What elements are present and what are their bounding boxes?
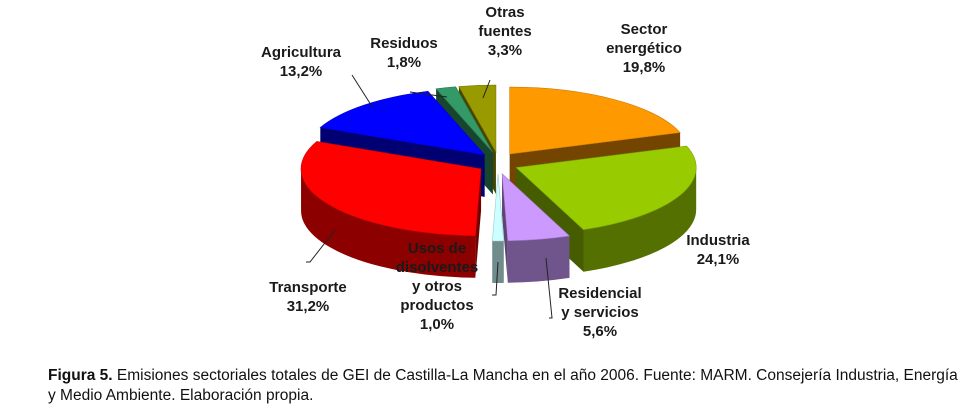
slice-name-label: fuentes [478,23,531,40]
slice-percent-label: 13,2% [280,63,323,80]
slice-top [515,145,697,231]
slice-name-label: y otros [412,278,462,295]
slice-name-label: Agricultura [261,44,342,61]
slice-top [509,86,681,155]
slice-labels: Sector energético 19,8% Industria 24,1% Resid… [261,4,750,340]
slice-percent-label: 5,6% [583,323,617,340]
pie-slice [300,141,482,278]
slice-percent-label: 24,1% [697,251,740,268]
slice-label: Sector energético 19,8% [606,21,682,76]
slice-name-label: Sector [621,21,668,38]
slice-name-label: Residencial [558,285,641,302]
leader-line [351,74,374,109]
slice-top [300,141,482,237]
pie-slice [492,173,504,283]
slice-percent-label: 1,8% [387,54,421,71]
slice-label: Transporte 31,2% [269,279,347,315]
slice-percent-label: 3,3% [488,42,522,59]
pie-slices [300,84,697,283]
slice-top [492,173,504,242]
slice-cut-face [502,173,508,283]
slice-top [501,173,571,242]
caption-text: Emisiones sectoriales totales de GEI de … [48,367,958,404]
slice-label: Otras fuentes 3,3% [478,4,531,59]
leader-line [545,257,553,319]
slice-name-label: Industria [686,232,750,249]
slice-percent-label: 31,2% [287,298,330,315]
slice-name-label: y servicios [561,304,639,321]
pie-chart: Sector energético 19,8% Industria 24,1% Resid… [261,4,750,340]
slice-label: Residuos 1,8% [370,35,438,71]
leader-line [492,261,499,296]
slice-name-label: Usos de [408,240,466,257]
slice-top [458,84,497,154]
slice-name-label: Residuos [370,35,438,52]
slice-name-label: productos [400,297,473,314]
leader-line [482,79,491,99]
slice-name-label: Transporte [269,279,347,296]
figure-caption: Figura 5. Emisiones sectoriales totales … [48,366,960,406]
slice-top [435,86,494,153]
slice-side [301,168,476,278]
leader-lines [306,74,553,319]
slice-side [583,167,697,272]
slice-name-label: disolventes [396,259,479,276]
slice-percent-label: 19,8% [623,59,666,76]
slice-name-label: energético [606,40,682,57]
pie-slice [501,173,571,283]
leader-line [306,229,336,263]
slice-label: Industria 24,1% [686,232,750,268]
slice-percent-label: 1,0% [420,316,454,333]
slice-label: Usos de disolventes y otros productos 1,0% [396,240,479,333]
slice-label: Agricultura 13,2% [261,44,342,80]
slice-label: Residencial y servicios 5,6% [558,285,641,340]
figure-label: Figura 5. [48,367,113,384]
slice-side [492,240,504,283]
slice-side [507,235,570,283]
slice-name-label: Otras [485,4,524,21]
leader-line [409,91,448,98]
